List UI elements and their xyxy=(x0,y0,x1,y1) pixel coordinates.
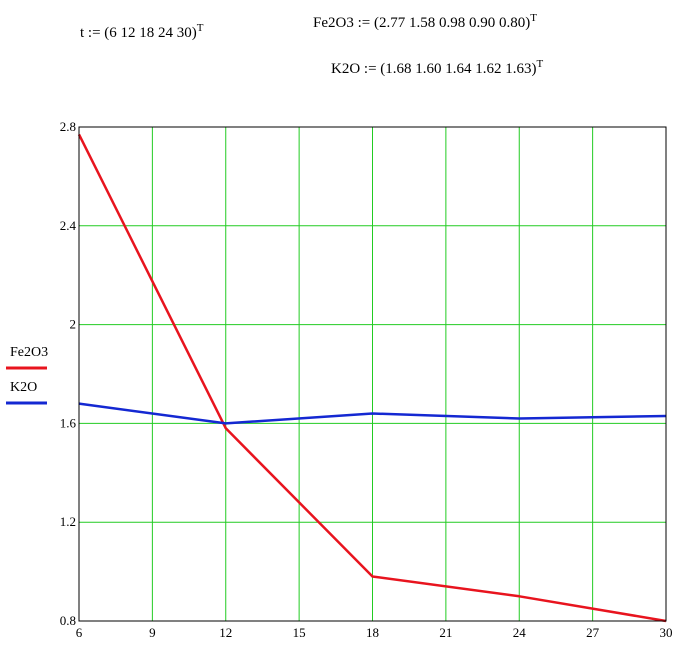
grid xyxy=(79,127,666,621)
equation-k2o-lhs: K2O := xyxy=(331,61,381,77)
tick-labels: 6 9 12 15 18 21 24 27 30 0.8 1.2 1.6 2 2.4 2.8 xyxy=(60,119,673,640)
equation-fe2o3: Fe2O3 := (2.77 1.58 0.98 0.90 0.80)T xyxy=(313,12,537,32)
equation-k2o: K2O := (1.68 1.60 1.64 1.62 1.63)T xyxy=(331,58,543,78)
y-tick-label: 1.2 xyxy=(60,514,76,529)
y-tick-label: 2.8 xyxy=(60,119,76,134)
x-tick-label: 30 xyxy=(660,625,673,640)
x-tick-label: 21 xyxy=(439,625,452,640)
x-tick-label: 9 xyxy=(149,625,156,640)
y-tick-label: 0.8 xyxy=(60,613,76,628)
equation-fe2o3-transpose: T xyxy=(530,12,537,24)
y-tick-label: 2 xyxy=(70,317,77,332)
series-line-k2o xyxy=(78,402,667,425)
equation-fe2o3-lhs: Fe2O3 := xyxy=(313,15,374,31)
equation-t-lhs: t := xyxy=(80,25,105,41)
equation-k2o-rhs: (1.68 1.60 1.64 1.62 1.63) xyxy=(380,61,537,77)
plot-frame xyxy=(78,126,667,622)
y-tick-label: 2.4 xyxy=(60,218,77,233)
series-line-fe2o3 xyxy=(77,133,667,623)
equation-t-transpose: T xyxy=(196,22,204,34)
x-tick-label: 15 xyxy=(293,625,306,640)
equation-k2o-transpose: T xyxy=(536,58,544,70)
x-tick-label: 6 xyxy=(76,625,83,640)
legend-label-k2o: K2O xyxy=(10,380,37,395)
legend: Fe2O3 K2O xyxy=(6,345,48,405)
legend-label-fe2o3: Fe2O3 xyxy=(10,345,48,360)
equation-t: t := (6 12 18 24 30)T xyxy=(80,22,204,42)
x-tick-label: 27 xyxy=(586,625,600,640)
x-tick-label: 24 xyxy=(513,625,527,640)
equation-fe2o3-rhs: (2.77 1.58 0.98 0.90 0.80) xyxy=(373,15,531,31)
y-tick-label: 1.6 xyxy=(60,415,77,430)
series-lines xyxy=(77,133,667,623)
equation-t-rhs: (6 12 18 24 30) xyxy=(104,25,197,41)
x-tick-label: 18 xyxy=(366,625,379,640)
x-tick-label: 12 xyxy=(219,625,232,640)
